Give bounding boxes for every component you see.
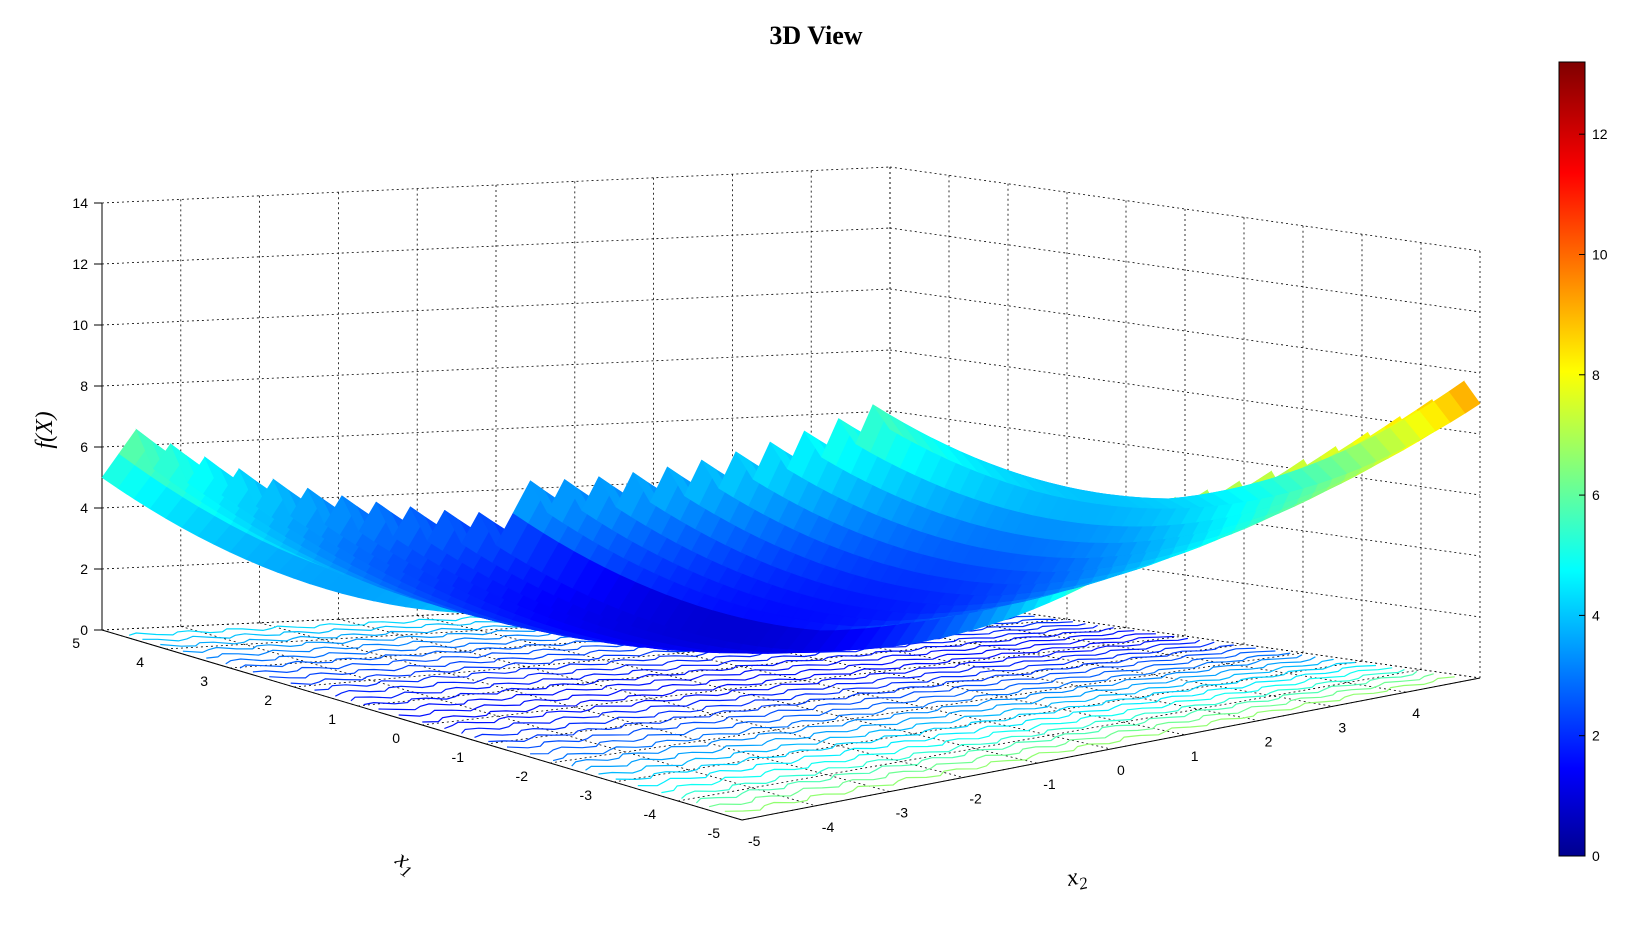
z-tick-label: 6	[80, 439, 88, 455]
x1-tick-label: 4	[136, 654, 144, 670]
x1-tick-label: 3	[200, 673, 208, 689]
grid-line	[889, 532, 1481, 618]
contour-line	[681, 669, 1405, 799]
grid-line	[101, 349, 891, 387]
x2-axis-label: x2	[1063, 862, 1089, 896]
contour-line	[552, 652, 1291, 762]
colorbar-tick-label: 0	[1592, 848, 1600, 864]
contour-line	[350, 624, 1098, 702]
grid-line	[357, 627, 1127, 707]
x1-tick-label: -3	[580, 787, 593, 803]
contour-line	[530, 650, 1276, 755]
axis-edge	[741, 677, 1481, 821]
x2-tick-label: 3	[1338, 719, 1346, 735]
x2-tick-label: 0	[1117, 762, 1125, 778]
x2-tick-label: 2	[1265, 734, 1273, 750]
grid-line	[165, 602, 950, 650]
contour-line	[461, 639, 1200, 734]
axis-edge	[101, 629, 743, 821]
x2-tick-label: -2	[969, 790, 982, 806]
contour-line	[506, 647, 1256, 749]
contour-line	[444, 637, 1189, 730]
x2-tick-label: -4	[822, 819, 835, 835]
contour-line	[708, 673, 1434, 808]
z-tick-label: 8	[80, 378, 88, 394]
grid-line	[101, 288, 891, 326]
grid-line	[889, 593, 1481, 679]
grid-line	[889, 349, 1481, 435]
colorbar-tick-label: 4	[1592, 607, 1600, 623]
x2-tick-label: 1	[1191, 748, 1199, 764]
chart-title: 3D View	[769, 21, 862, 50]
z-tick-label: 0	[80, 622, 88, 638]
x2-tick-label: 4	[1412, 705, 1420, 721]
x2-tick-label: -1	[1043, 776, 1056, 792]
z-tick-label: 10	[72, 317, 88, 333]
x2-tick-label: -3	[896, 805, 909, 821]
grid-line	[677, 669, 1422, 802]
z-tick-label: 12	[72, 256, 88, 272]
x1-tick-label: 5	[72, 635, 80, 651]
contour-line	[598, 658, 1334, 775]
grid-line	[889, 288, 1481, 374]
grid-line	[574, 608, 1185, 736]
grid-line	[889, 410, 1481, 496]
contour-line	[488, 644, 1234, 743]
grid-line	[889, 166, 1481, 252]
colorbar-tick-label: 10	[1592, 246, 1608, 262]
x1-tick-label: 0	[392, 730, 400, 746]
grid-line	[101, 593, 891, 631]
x1-tick-label: 2	[264, 692, 272, 708]
x1-tick-label: -1	[452, 749, 465, 765]
contour-line	[378, 630, 1135, 711]
grid-line	[101, 227, 891, 265]
z-axis-label: f(X)	[32, 411, 58, 448]
x1-tick-label: -4	[644, 806, 657, 822]
contour-line	[637, 664, 1377, 787]
colorbar-ticks: 0 2 4 6 8 10 12	[1579, 126, 1608, 864]
grid-line	[259, 622, 890, 792]
surface-patch	[1448, 380, 1481, 414]
x1-axis-label: x1	[388, 846, 422, 882]
grid-line	[101, 532, 891, 570]
z-tick-label: 4	[80, 500, 88, 516]
colorbar-tick-label: 2	[1592, 728, 1600, 744]
grid-line	[421, 635, 1186, 726]
contour-line	[422, 635, 1175, 723]
contour-line	[363, 627, 1114, 706]
contour-line	[474, 641, 1215, 738]
colorbar	[1558, 61, 1586, 857]
grid-line	[101, 166, 891, 204]
grid-line	[889, 227, 1481, 313]
contour-projection	[128, 595, 1455, 812]
z-tick-label: 2	[80, 561, 88, 577]
grid-line	[549, 652, 1304, 764]
contour-line	[398, 633, 1156, 717]
colorbar-tick-label: 8	[1592, 367, 1600, 383]
grid-line	[889, 471, 1481, 557]
contour-line	[695, 670, 1418, 804]
colorbar-tick-label: 12	[1592, 126, 1608, 142]
contour-line	[724, 676, 1455, 812]
x2-tick-label: -5	[748, 833, 761, 849]
x1-tick-label: -2	[516, 768, 529, 784]
x1-tick-label: 1	[328, 711, 336, 727]
surface-plot	[101, 380, 1481, 654]
contour-line	[571, 654, 1303, 767]
contour-line	[661, 667, 1393, 794]
contour-line	[585, 656, 1316, 771]
colorbar-tick-label: 6	[1592, 487, 1600, 503]
z-tick-label: 14	[72, 195, 88, 211]
contour-line	[615, 661, 1356, 781]
grid-line	[613, 660, 1363, 783]
grid-line	[101, 410, 891, 448]
x1-tick-label: -5	[708, 825, 721, 841]
